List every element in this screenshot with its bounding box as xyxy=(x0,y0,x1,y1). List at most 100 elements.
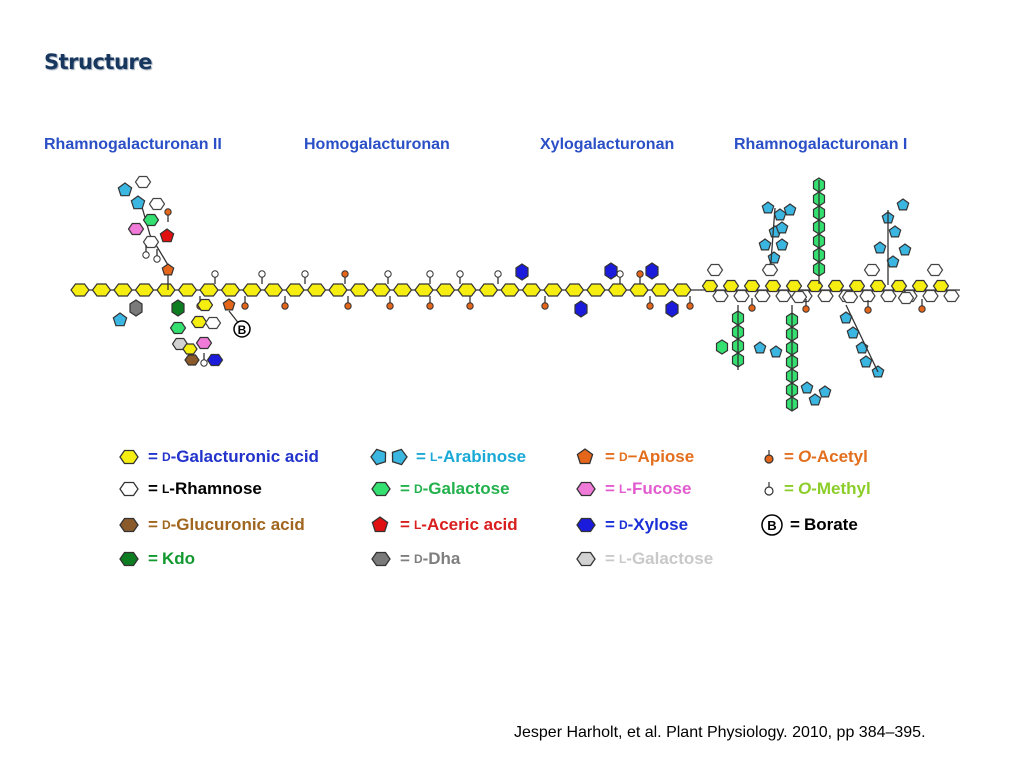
legend-prefix: D xyxy=(618,518,628,532)
backbone-galacturonic-residue-icon xyxy=(328,283,348,297)
arabinose-residue-icon xyxy=(117,182,133,197)
legend-equals: = xyxy=(784,447,794,466)
legend-item-borate: B = Borate xyxy=(760,514,858,536)
legend-label: −Apiose xyxy=(627,447,695,466)
backbone-galacturonic-residue-icon xyxy=(672,283,692,297)
backbone-galacturonic-residue-icon xyxy=(371,283,391,297)
backbone-galacturonic-residue-icon xyxy=(134,283,155,297)
galactose-residue-icon xyxy=(715,339,729,355)
legend-item-methyl: = O -Methyl xyxy=(760,478,871,500)
legend-item-galacturonic: = D -Galacturonic acid xyxy=(118,446,319,468)
aceric-icon xyxy=(371,516,389,533)
legend-equals: = xyxy=(148,549,158,568)
rg1-galacturonic-residue-icon xyxy=(890,279,908,293)
arabinose-residue-icon xyxy=(783,203,797,216)
legend-item-galactose: = D -Galactose xyxy=(370,478,510,500)
legend-item-glucuronic: = D -Glucuronic acid xyxy=(118,514,305,536)
arabinose-residue-icon xyxy=(130,195,146,210)
borate-icon: B xyxy=(761,514,783,536)
legend-prefix: O xyxy=(797,447,812,466)
xylose-icon xyxy=(576,517,596,533)
rg1-rhamnose-residue-icon xyxy=(775,289,792,303)
rhamnose-icon xyxy=(119,481,139,497)
legend-label: -Acetyl xyxy=(811,447,868,466)
galacturonic-icon xyxy=(119,449,139,465)
legend-label: -Xylose xyxy=(627,515,689,534)
backbone-galacturonic-residue-icon xyxy=(414,283,434,297)
svg-text:B: B xyxy=(767,518,776,533)
xylose-branch-residue-icon xyxy=(515,263,529,281)
backbone-galacturonic-residue-icon xyxy=(521,283,542,297)
legend-label: Borate xyxy=(803,515,858,534)
acetyl-substituent-icon xyxy=(636,270,644,278)
rg1-side-chains xyxy=(706,177,944,412)
xylose-branch-residue-icon xyxy=(604,262,618,280)
backbone-chain xyxy=(70,283,960,297)
rg1-galacturonic-residue-icon xyxy=(911,279,929,293)
legend-item-acetyl: = O -Acetyl xyxy=(760,446,868,468)
rhamnose-residue-icon xyxy=(204,316,222,330)
galacturonic-residue-icon xyxy=(190,315,208,329)
backbone-galacturonic-residue-icon xyxy=(263,283,284,297)
borate-symbol-text: B xyxy=(238,323,247,337)
legend-item-kdo: = Kdo xyxy=(118,548,195,570)
legend-prefix: D xyxy=(618,450,628,464)
citation: Jesper Harholt, et al. Plant Physiology.… xyxy=(514,724,926,741)
legend-prefix: O xyxy=(797,479,812,498)
apiose-icon xyxy=(576,448,594,465)
xylose-branch-residue-icon xyxy=(645,262,659,280)
backbone-galacturonic-residue-icon xyxy=(478,283,499,297)
arabinose-residue-icon xyxy=(818,385,832,398)
backbone-galacturonic-residue-icon xyxy=(220,283,241,297)
fucose-icon xyxy=(576,481,596,497)
arabinose-residue-icon xyxy=(886,255,900,268)
backbone-galacturonic-residue-icon xyxy=(199,283,219,297)
legend-equals: = xyxy=(605,479,615,498)
rg1-galacturonic-residue-icon xyxy=(785,279,803,293)
legend-label: -Fucose xyxy=(626,479,692,498)
methyl-substituent-icon xyxy=(616,270,624,278)
arabinose-residue-icon xyxy=(769,345,783,358)
rg1-galacturonic-residue-icon xyxy=(932,279,950,293)
rg1-rhamnose-residue-icon xyxy=(733,289,750,303)
rg1-galacturonic-residue-icon xyxy=(743,279,761,293)
rg1-galacturonic-residue-icon xyxy=(764,279,782,293)
galacturonic-residue-icon xyxy=(182,343,198,355)
legend-item-aceric: = L -Aceric acid xyxy=(370,514,518,536)
fucose-residue-icon xyxy=(195,336,213,350)
rg1-backbone xyxy=(701,279,960,303)
backbone-galacturonic-residue-icon xyxy=(91,283,112,297)
rhamnose-residue-icon xyxy=(926,263,944,277)
rg1-galacturonic-residue-icon xyxy=(848,279,866,293)
rhamnose-residue-icon xyxy=(148,197,166,211)
acetyl-substituent-icon xyxy=(164,208,172,216)
legend-equals: = xyxy=(148,479,158,498)
kdo-residue-icon xyxy=(171,299,185,317)
legend-equals: = xyxy=(400,515,410,534)
rg1-galacturonic-residue-icon xyxy=(827,279,845,293)
xylose-branch-residue-icon xyxy=(665,300,679,318)
backbone-galacturonic-residue-icon xyxy=(156,283,176,297)
legend-equals: = xyxy=(400,549,410,568)
backbone-substituents xyxy=(196,262,694,318)
legend-item-fucose: = L -Fucose xyxy=(575,478,691,500)
galactose-residue-icon xyxy=(142,213,160,227)
acetyl-substituent-icon xyxy=(241,302,249,310)
xylose-residue-icon xyxy=(206,353,224,367)
legend-prefix: D xyxy=(161,450,171,464)
arabinose-residue-icon xyxy=(896,198,910,211)
galacturonic-residue-icon xyxy=(196,298,214,312)
dha-icon xyxy=(371,551,391,567)
arabinose-residue-icon xyxy=(859,355,873,368)
acetyl-icon xyxy=(764,450,774,464)
rg1-rhamnose-residue-icon xyxy=(859,289,876,303)
methyl-substituent-icon xyxy=(384,270,392,278)
arabinose-residue-icon xyxy=(775,238,789,251)
acetyl-substituent-icon xyxy=(344,302,352,310)
rg2-side-chains: B xyxy=(112,175,251,367)
legend-equals: = xyxy=(790,515,800,534)
legend-item-apiose: = D −Apiose xyxy=(575,446,694,468)
rg1-galacturonic-residue-icon xyxy=(806,279,824,293)
rhamnose-residue-icon xyxy=(134,175,152,189)
arabinose-residue-icon xyxy=(112,312,128,327)
